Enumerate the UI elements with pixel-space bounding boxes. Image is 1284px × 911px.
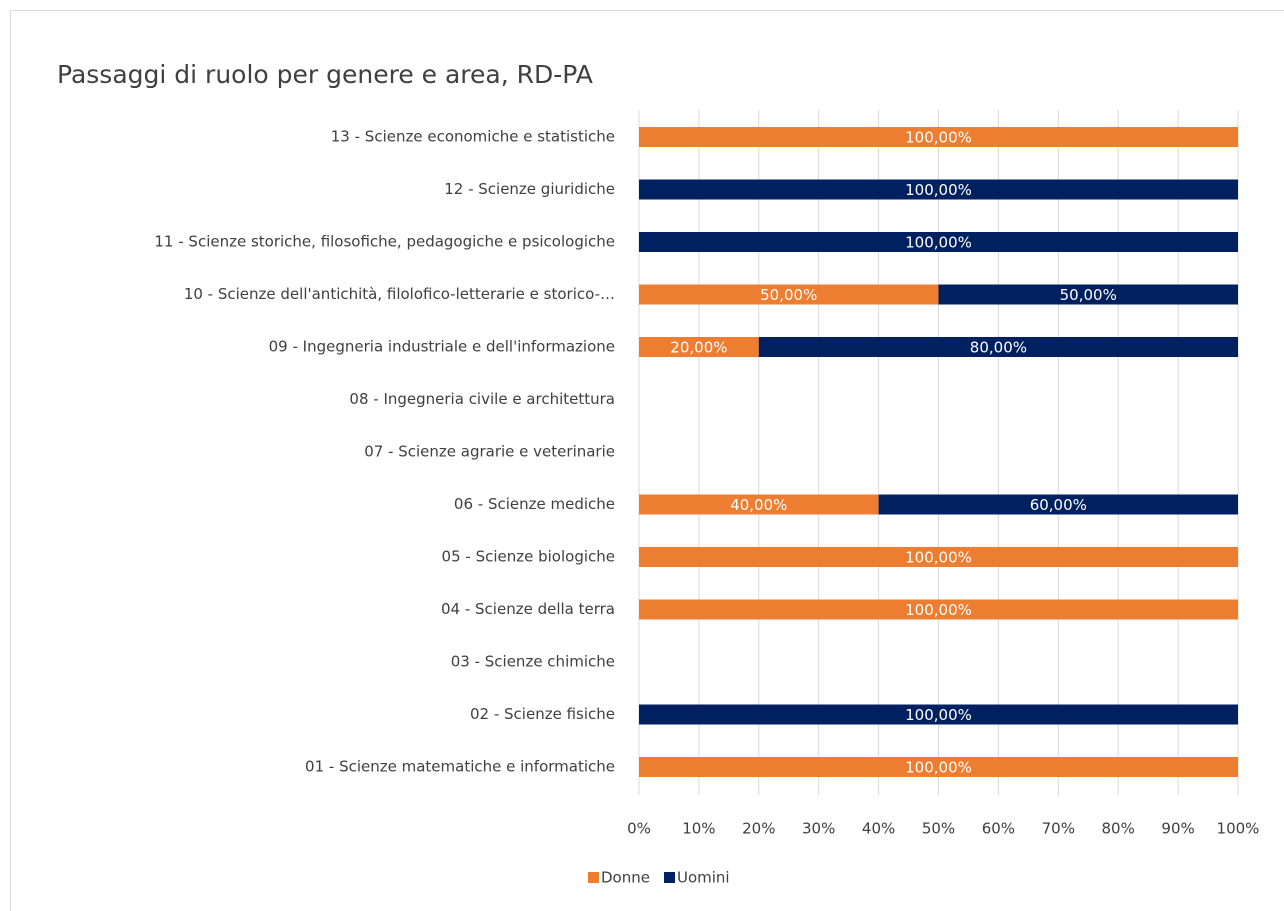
bar-segment [639,599,1238,620]
x-tick-label: 50% [922,820,955,838]
y-tick-label: 13 - Scienze economiche e statistiche [331,128,615,146]
bar-segment [639,179,1238,200]
data-label: 60,00% [1030,496,1087,514]
x-tick-label: 70% [1042,820,1075,838]
data-label: 100,00% [905,759,972,777]
bar-segment [639,757,1238,777]
x-tick-label: 100% [1217,820,1260,838]
data-label: 100,00% [905,234,972,252]
y-tick-label: 05 - Scienze biologiche [442,548,615,566]
bar-segment [639,704,1238,725]
legend-label: Uomini [677,869,730,887]
bar-segment [878,494,1238,515]
bar-segment [639,547,1238,567]
x-tick-label: 90% [1161,820,1194,838]
y-tick-label: 04 - Scienze della terra [441,600,615,618]
y-tick-label: 03 - Scienze chimiche [451,653,615,671]
data-label: 20,00% [670,339,727,357]
data-label: 80,00% [970,339,1027,357]
y-tick-label: 12 - Scienze giuridiche [444,180,615,198]
data-label: 100,00% [905,129,972,147]
bar-segment [938,284,1238,305]
chart-title: Passaggi di ruolo per genere e area, RD-… [57,60,593,89]
x-tick-label: 80% [1102,820,1135,838]
data-label: 40,00% [730,496,787,514]
legend-swatch [663,872,675,883]
y-tick-label: 06 - Scienze mediche [454,495,615,513]
legend-swatch [588,872,599,883]
data-label: 100,00% [905,181,972,199]
y-tick-label: 08 - Ingegneria civile e architettura [349,390,615,408]
x-tick-label: 60% [982,820,1015,838]
x-tick-label: 30% [802,820,835,838]
data-label: 50,00% [760,286,817,304]
data-label: 50,00% [1060,286,1117,304]
bar-segment [639,127,1238,147]
x-tick-label: 40% [862,820,895,838]
legend-label: Donne [601,869,650,887]
y-tick-label: 07 - Scienze agrarie e veterinarie [364,443,615,461]
x-tick-label: 10% [682,820,715,838]
bar-segment [639,494,879,515]
bar-segment [639,284,939,305]
bar-segment [639,232,1238,252]
y-tick-label: 10 - Scienze dell'antichità, filolofico-… [184,285,615,303]
y-tick-label: 11 - Scienze storiche, filosofiche, peda… [154,233,615,251]
x-tick-label: 20% [742,820,775,838]
bar-segment [639,337,759,357]
y-tick-label: 01 - Scienze matematiche e informatiche [305,758,615,776]
data-label: 100,00% [905,601,972,619]
y-tick-label: 02 - Scienze fisiche [470,705,615,723]
bar-segment [758,337,1238,357]
x-tick-label: 0% [627,820,651,838]
data-label: 100,00% [905,549,972,567]
y-tick-label: 09 - Ingegneria industriale e dell'infor… [269,338,615,356]
data-label: 100,00% [905,706,972,724]
